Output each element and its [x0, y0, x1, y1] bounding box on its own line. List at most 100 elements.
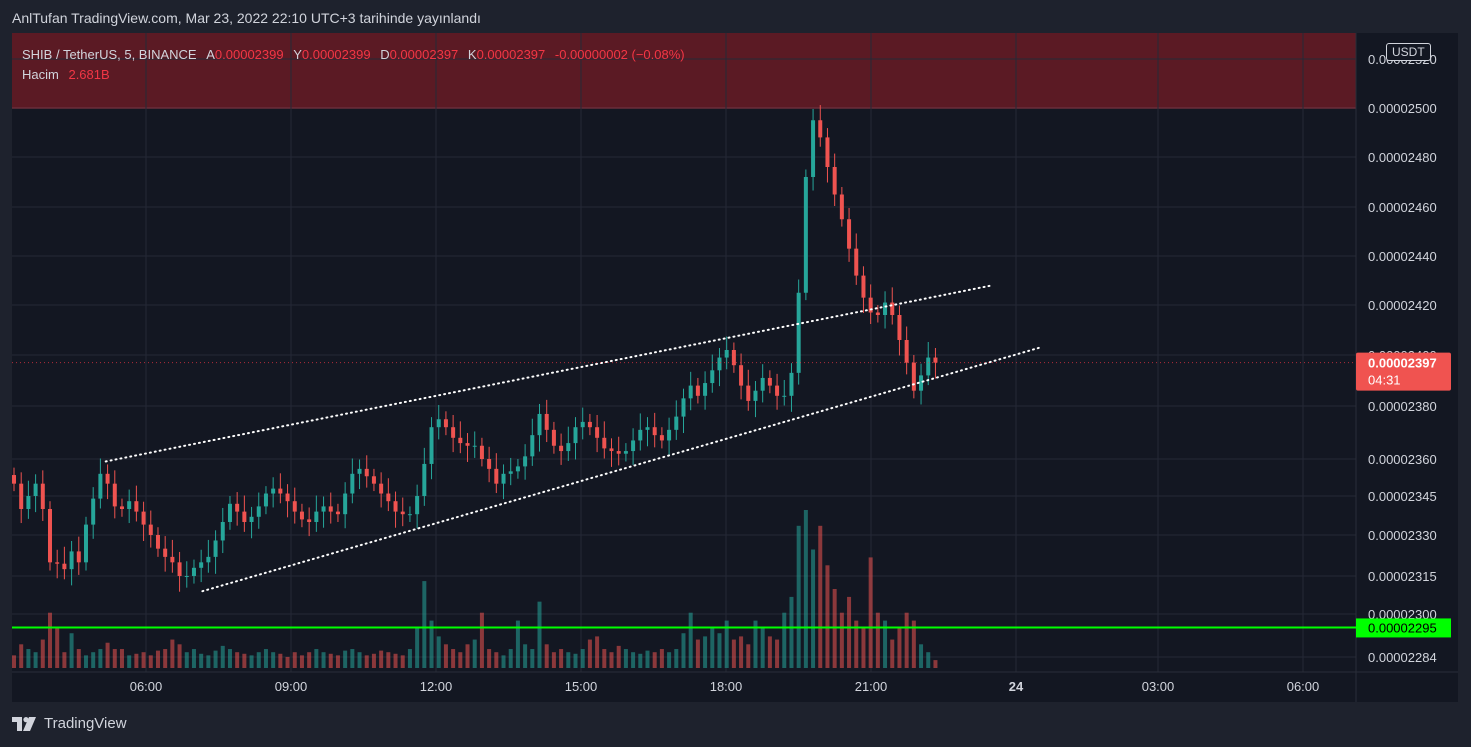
volume-bar	[825, 565, 830, 668]
candle-body	[703, 383, 708, 396]
volume-bar	[220, 645, 225, 668]
volume-bar	[868, 557, 873, 668]
tradingview-logo[interactable]: TradingView	[12, 715, 127, 732]
volume-bar	[415, 628, 420, 668]
candle-body	[832, 167, 837, 195]
candle-body	[645, 427, 650, 430]
volume-bar	[803, 510, 808, 668]
volume-bar	[919, 644, 924, 668]
lower-trend-line[interactable]	[201, 346, 1042, 593]
candle-body	[926, 357, 931, 376]
candle-body	[659, 435, 664, 441]
candle-body	[638, 429, 643, 441]
high-label: Y	[293, 47, 302, 62]
candle-body	[443, 419, 448, 428]
time-tick-label: 09:00	[275, 679, 308, 694]
candle-body	[47, 509, 52, 563]
candle-body	[170, 556, 175, 563]
candle-body	[796, 292, 801, 373]
volume-bar	[465, 644, 470, 668]
candle-body	[271, 488, 276, 494]
candle-body	[299, 511, 304, 520]
candle-body	[487, 459, 492, 469]
volume-bar	[703, 636, 708, 668]
price-tick-label: 0.00002345	[1368, 489, 1437, 504]
volume-bar	[242, 653, 247, 668]
volume-bar	[451, 649, 456, 668]
volume-bar	[710, 628, 715, 668]
candle-body	[220, 522, 225, 541]
volume-bar	[371, 653, 376, 668]
price-tick-label: 0.00002440	[1368, 249, 1437, 264]
candle-body	[479, 445, 484, 459]
time-tick-label: 12:00	[420, 679, 453, 694]
candle-body	[595, 427, 600, 438]
resistance-zone	[12, 33, 1356, 108]
chart-frame[interactable]	[12, 33, 1458, 702]
volume-bar	[847, 596, 852, 668]
volume-bar	[645, 650, 650, 668]
candle-body	[328, 506, 333, 512]
tradingview-icon	[12, 716, 38, 731]
candle-body	[724, 350, 729, 358]
candle-body	[847, 219, 852, 249]
candle-body	[451, 427, 456, 438]
candle-body	[83, 524, 88, 563]
volume-bar	[429, 620, 434, 668]
price-tick-label: 0.00002360	[1368, 452, 1437, 467]
candle-body	[544, 413, 549, 430]
candle-body	[623, 451, 628, 454]
volume-bar	[148, 655, 153, 668]
time-tick-label: 15:00	[565, 679, 598, 694]
currency-button[interactable]: USDT	[1386, 43, 1431, 61]
volume-bar	[573, 653, 578, 668]
candle-body	[861, 275, 866, 298]
candle-body	[652, 427, 657, 436]
candle-body	[343, 493, 348, 515]
volume-bar	[933, 660, 938, 668]
countdown-label: 04:31	[1368, 373, 1401, 388]
volume-bar	[602, 649, 607, 668]
symbol-label[interactable]: SHIB / TetherUS, 5, BINANCE	[22, 47, 197, 62]
candle-body	[494, 468, 499, 484]
low-value: 0.00002397	[389, 47, 459, 62]
candle-body	[134, 501, 139, 512]
candle-body	[415, 496, 420, 515]
volume-bar	[530, 649, 535, 668]
candle-body	[515, 466, 520, 472]
candle-body	[91, 498, 96, 525]
candle-body	[76, 551, 81, 563]
candle-body	[710, 370, 715, 384]
candle-body	[177, 562, 182, 576]
candle-body	[235, 503, 240, 512]
upper-trend-line[interactable]	[104, 284, 993, 463]
candle-body	[775, 385, 780, 396]
candle-body	[191, 567, 196, 576]
volume-bar	[119, 649, 124, 668]
volume-bar	[746, 644, 751, 668]
volume-bar	[638, 653, 643, 668]
volume-bar	[249, 655, 254, 668]
candle-body	[811, 120, 816, 177]
volume-bar	[91, 652, 96, 668]
candle-body	[285, 493, 290, 502]
candle-body	[580, 421, 585, 428]
volume-bar	[69, 633, 74, 668]
volume-bar	[263, 649, 268, 668]
volume-bar	[364, 655, 369, 668]
volume-bar	[26, 649, 31, 668]
price-tick-label: 0.00002380	[1368, 399, 1437, 414]
publish-info: AnlTufan TradingView.com, Mar 23, 2022 2…	[12, 10, 481, 26]
candle-body	[127, 501, 132, 509]
volume-bar	[350, 649, 355, 668]
candle-body	[227, 503, 232, 522]
volume-bar	[717, 633, 722, 668]
volume-bar	[407, 649, 412, 668]
volume-bar	[134, 653, 139, 668]
candle-body	[55, 562, 60, 564]
candle-body	[731, 350, 736, 366]
volume-bar	[609, 652, 614, 668]
candle-body	[746, 385, 751, 401]
volume-bar	[595, 636, 600, 668]
